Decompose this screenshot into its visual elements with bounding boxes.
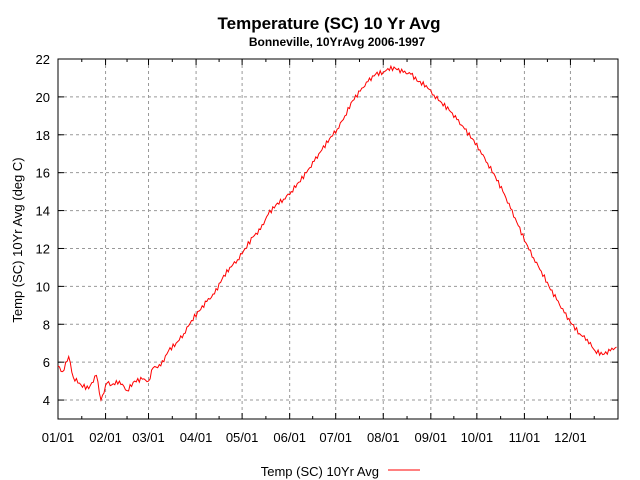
series-line bbox=[57, 64, 617, 403]
x-tick-label: 05/01 bbox=[226, 430, 259, 445]
x-tick-label: 11/01 bbox=[509, 430, 541, 445]
y-tick-label: 6 bbox=[43, 355, 50, 370]
ticks: 4 6 8 10 12 14 16 18 20 22 01/01 02/01 03/01 04/01 05/… bbox=[36, 52, 618, 445]
y-tick-label: 14 bbox=[36, 204, 50, 219]
chart-title: Temperature (SC) 10 Yr Avg bbox=[218, 14, 441, 33]
y-tick-label: 20 bbox=[36, 90, 50, 105]
plot-frame bbox=[57, 58, 619, 420]
x-tick-label: 02/01 bbox=[89, 430, 122, 445]
y-tick-label: 10 bbox=[36, 279, 50, 294]
x-tick-label: 12/01 bbox=[554, 430, 587, 445]
y-tick-label: 8 bbox=[43, 317, 50, 332]
y-tick-label: 18 bbox=[36, 128, 50, 143]
y-tick-label: 12 bbox=[36, 241, 50, 256]
y-tick-label: 4 bbox=[43, 393, 50, 408]
chart-subtitle: Bonneville, 10YrAvg 2006-1997 bbox=[249, 35, 426, 49]
x-tick-label: 01/01 bbox=[42, 430, 75, 445]
x-tick-label: 08/01 bbox=[367, 430, 400, 445]
grid bbox=[58, 58, 618, 419]
x-tick-label: 06/01 bbox=[273, 430, 306, 445]
x-tick-label: 10/01 bbox=[461, 430, 494, 445]
x-tick-label: 03/01 bbox=[132, 430, 165, 445]
y-tick-label: 22 bbox=[36, 52, 50, 67]
y-axis-label: Temp (SC) 10Yr Avg (deg C) bbox=[10, 157, 25, 322]
legend: Temp (SC) 10Yr Avg bbox=[261, 464, 420, 479]
x-tick-label: 09/01 bbox=[415, 430, 448, 445]
x-tick-label: 04/01 bbox=[180, 430, 213, 445]
x-tick-label: 07/01 bbox=[319, 430, 352, 445]
legend-label: Temp (SC) 10Yr Avg bbox=[261, 464, 379, 479]
y-tick-label: 16 bbox=[36, 166, 50, 181]
